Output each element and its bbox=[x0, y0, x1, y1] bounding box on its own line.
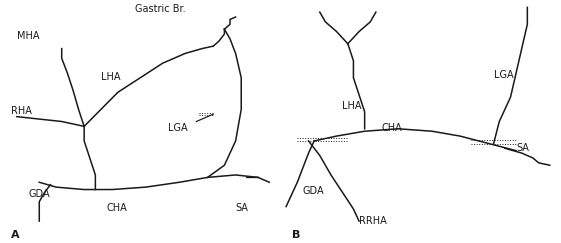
Text: LHA: LHA bbox=[342, 101, 362, 111]
Text: RHA: RHA bbox=[11, 106, 32, 116]
Text: SA: SA bbox=[236, 203, 249, 213]
Text: LGA: LGA bbox=[168, 123, 188, 133]
Text: GDA: GDA bbox=[28, 189, 50, 199]
Text: RRHA: RRHA bbox=[359, 216, 387, 226]
Text: MHA: MHA bbox=[17, 31, 39, 41]
Text: LGA: LGA bbox=[494, 70, 513, 80]
Text: CHA: CHA bbox=[381, 123, 402, 133]
Text: GDA: GDA bbox=[303, 186, 325, 196]
Text: A: A bbox=[11, 230, 20, 240]
Text: B: B bbox=[292, 230, 300, 240]
Text: CHA: CHA bbox=[107, 203, 127, 213]
Text: LHA: LHA bbox=[101, 72, 121, 82]
Text: Gastric Br.: Gastric Br. bbox=[135, 4, 185, 14]
Text: SA: SA bbox=[516, 143, 529, 153]
